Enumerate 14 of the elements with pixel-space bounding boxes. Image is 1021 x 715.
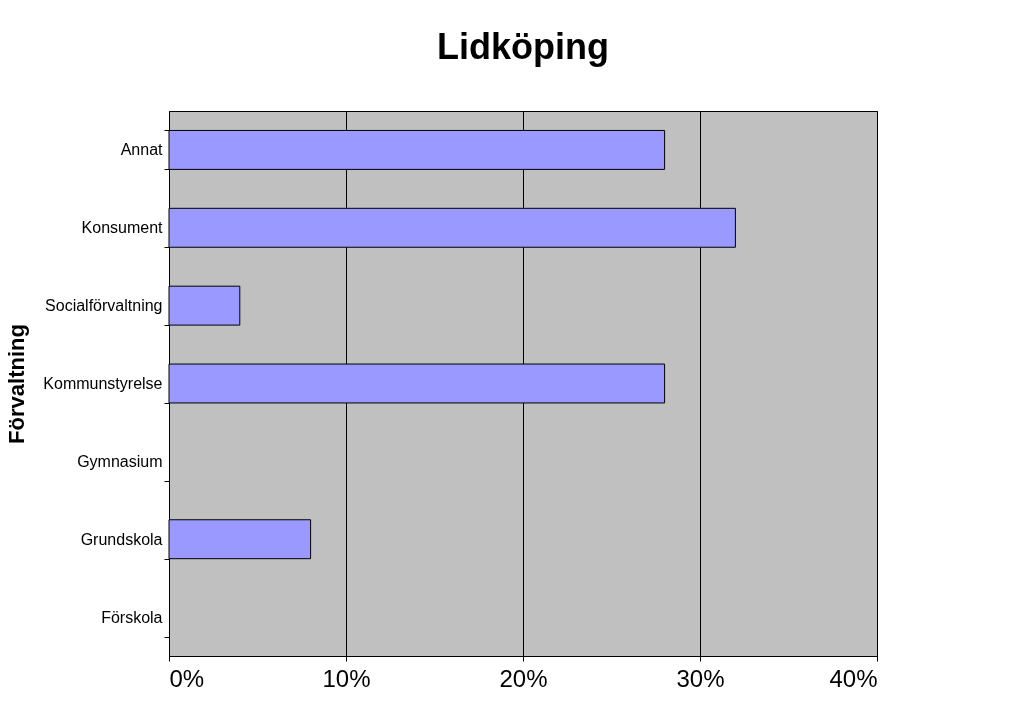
y-tick-label: Gymnasium	[77, 452, 163, 470]
y-tick-label: Förskola	[101, 608, 163, 626]
x-tick-label: 10%	[322, 664, 371, 692]
x-tick-label: 20%	[499, 664, 548, 692]
chart-title: Lidköping	[437, 26, 609, 67]
y-tick-label: Kommunstyrelse	[43, 375, 163, 392]
y-tick-label: Grundskola	[80, 530, 163, 548]
y-tick-label: Konsument	[81, 219, 164, 237]
y-axis-title: Förvaltning	[4, 324, 30, 444]
y-tick-label: Annat	[120, 141, 164, 159]
y-tick-label: Socialförvaltning	[45, 297, 163, 315]
x-tick-label: 0%	[169, 664, 205, 692]
x-tick-label: 30%	[676, 664, 725, 692]
x-tick-label: 40%	[829, 664, 878, 692]
